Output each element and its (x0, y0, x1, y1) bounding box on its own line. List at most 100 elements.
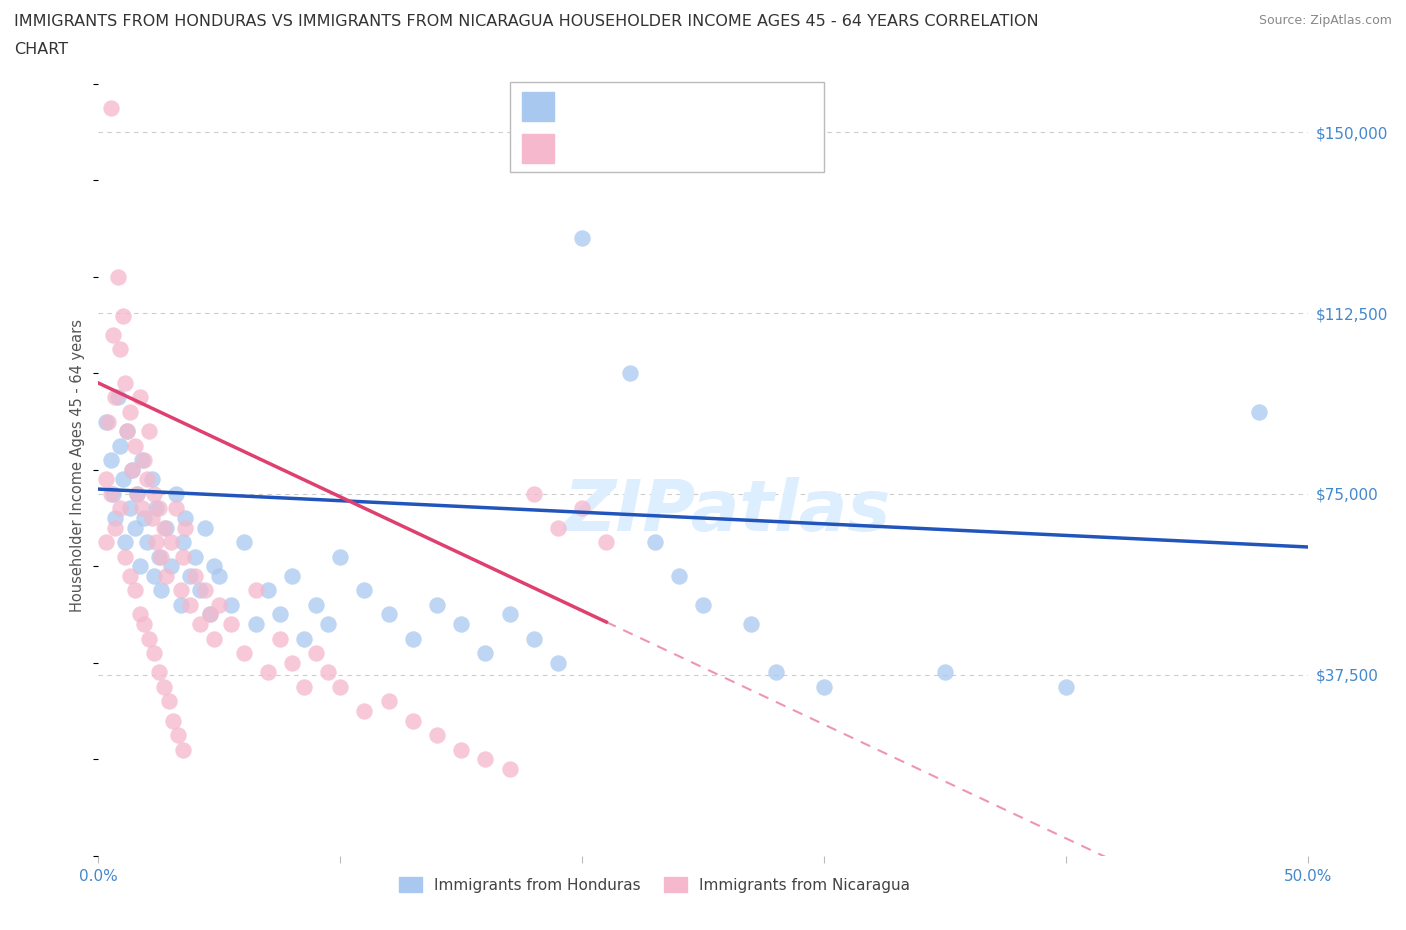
Point (124, 520, 146, 535)
Text: CHART: CHART (14, 42, 67, 57)
Point (188, 583, 211, 598)
Point (198, 607, 221, 622)
Point (184, 568, 207, 583)
Point (474, 751, 496, 766)
Point (169, 597, 191, 612)
Point (155, 568, 177, 583)
Point (172, 742, 194, 757)
Point (208, 568, 231, 583)
Point (150, 550, 173, 565)
Point (426, 597, 449, 612)
Point (305, 597, 328, 612)
Point (104, 390, 127, 405)
Point (111, 472, 134, 487)
Point (571, 231, 593, 246)
Point (160, 535, 183, 550)
Point (765, 665, 787, 680)
Point (329, 680, 352, 695)
Point (329, 550, 352, 565)
Point (547, 656, 569, 671)
Point (145, 535, 167, 550)
Point (179, 568, 201, 583)
Point (121, 462, 143, 477)
Point (117, 424, 139, 439)
Point (94, 472, 117, 487)
Point (155, 520, 177, 535)
Point (143, 486, 166, 501)
Point (111, 308, 134, 323)
Point (316, 665, 339, 680)
Point (198, 607, 221, 622)
Point (256, 665, 278, 680)
Point (245, 617, 267, 631)
Point (162, 713, 184, 728)
Legend: Immigrants from Honduras, Immigrants from Nicaragua: Immigrants from Honduras, Immigrants fro… (394, 871, 917, 898)
Point (221, 597, 243, 612)
Point (104, 511, 127, 525)
Point (1249, 405, 1271, 419)
Point (94, 414, 117, 429)
Point (245, 583, 267, 598)
Text: ZIPatlas: ZIPatlas (564, 477, 891, 546)
Point (138, 631, 160, 646)
Point (692, 597, 714, 612)
Point (114, 550, 136, 565)
Point (256, 583, 278, 598)
Point (269, 607, 291, 622)
Point (523, 486, 546, 501)
Point (145, 501, 167, 516)
Point (194, 583, 217, 598)
Point (571, 501, 593, 516)
Point (232, 535, 254, 550)
Point (100, 453, 122, 468)
Point (204, 559, 226, 574)
Point (292, 680, 315, 695)
Point (450, 617, 472, 631)
Point (118, 501, 141, 516)
Point (100, 486, 122, 501)
Point (165, 501, 187, 516)
Point (114, 535, 136, 550)
Point (114, 376, 136, 391)
Point (100, 100, 122, 115)
Point (160, 559, 183, 574)
Point (523, 631, 546, 646)
Point (128, 607, 150, 622)
Point (281, 656, 304, 671)
Point (934, 665, 956, 680)
Point (94, 535, 117, 550)
Point (138, 424, 160, 439)
Point (740, 617, 762, 631)
Point (174, 511, 197, 525)
Point (101, 327, 124, 342)
Point (547, 520, 569, 535)
Point (127, 486, 149, 501)
Point (131, 501, 153, 516)
Point (135, 535, 157, 550)
Point (305, 645, 328, 660)
Point (117, 424, 139, 439)
Point (127, 486, 149, 501)
Point (134, 617, 156, 631)
Point (450, 742, 472, 757)
Point (619, 365, 641, 380)
Point (124, 583, 146, 598)
Text: Source: ZipAtlas.com: Source: ZipAtlas.com (1258, 14, 1392, 27)
Point (595, 535, 617, 550)
Point (121, 462, 143, 477)
Point (353, 703, 375, 718)
Point (232, 645, 254, 660)
Point (108, 501, 131, 516)
Point (644, 535, 666, 550)
Text: IMMIGRANTS FROM HONDURAS VS IMMIGRANTS FROM NICARAGUA HOUSEHOLDER INCOME AGES 45: IMMIGRANTS FROM HONDURAS VS IMMIGRANTS F… (14, 14, 1039, 29)
Point (101, 486, 124, 501)
Point (402, 713, 425, 728)
Point (128, 559, 150, 574)
Point (174, 520, 197, 535)
Point (353, 583, 375, 598)
Point (1054, 680, 1077, 695)
Point (107, 390, 129, 405)
Point (179, 597, 201, 612)
Point (107, 270, 129, 285)
Point (194, 520, 217, 535)
